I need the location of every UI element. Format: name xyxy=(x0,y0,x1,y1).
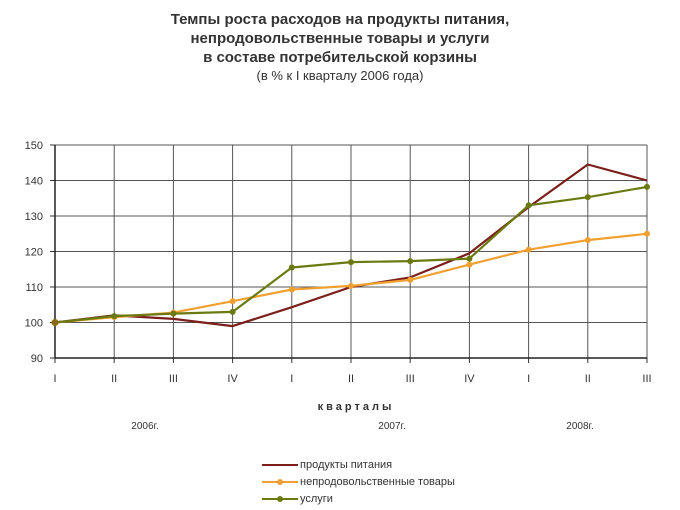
legend: продукты питания непродовольственные тов… xyxy=(262,456,455,507)
data-point-marker xyxy=(584,237,591,244)
y-tick-label: 90 xyxy=(31,353,43,365)
chart-subtitle: (в % к I кварталу 2006 года) xyxy=(256,68,424,83)
data-point-marker xyxy=(111,313,118,320)
title-line-3: в составе потребительской корзины xyxy=(203,49,477,66)
data-point-marker xyxy=(288,264,295,271)
x-tick-label: IV xyxy=(464,373,475,385)
y-tick-label: 120 xyxy=(25,247,43,259)
legend-swatch-nonfood xyxy=(262,477,298,487)
start-point-marker xyxy=(51,319,59,326)
data-point-marker xyxy=(288,286,295,293)
data-point-marker xyxy=(466,261,473,268)
x-tick-label: III xyxy=(169,373,178,385)
year-label: 2006г. xyxy=(131,421,158,432)
data-point-marker xyxy=(348,259,354,266)
y-tick-label: 140 xyxy=(25,176,43,188)
chart-title: Темпы роста расходов на продукты питания… xyxy=(0,10,680,85)
data-point-marker xyxy=(584,194,591,201)
data-point-marker xyxy=(525,202,532,209)
data-point-marker xyxy=(525,246,532,253)
year-label: 2007г. xyxy=(378,421,405,432)
data-point-marker xyxy=(348,282,354,289)
data-point-marker xyxy=(229,298,236,305)
series-lines xyxy=(51,163,650,328)
legend-item-services: услуги xyxy=(262,490,455,507)
year-label: 2008г. xyxy=(566,421,593,432)
data-point-marker xyxy=(644,183,650,190)
x-tick-label: I xyxy=(527,373,530,385)
data-point-marker xyxy=(407,258,414,265)
legend-swatch-services xyxy=(262,494,298,504)
legend-item-nonfood: непродовольственные товары xyxy=(262,473,455,490)
x-tick-label: II xyxy=(348,373,354,385)
grid xyxy=(55,144,648,358)
data-point-marker xyxy=(644,230,650,237)
legend-label-food: продукты питания xyxy=(300,458,393,471)
x-axis-title: кварталы xyxy=(318,401,395,413)
legend-label-services: услуги xyxy=(300,492,333,505)
title-line-2: непродовольственные товары и услуги xyxy=(190,30,490,47)
x-tick-label: III xyxy=(642,373,651,385)
legend-item-food: продукты питания xyxy=(262,456,455,473)
data-point-marker xyxy=(407,276,414,283)
x-tick-label: II xyxy=(111,373,117,385)
x-tick-label: III xyxy=(406,373,415,385)
legend-label-nonfood: непродовольственные товары xyxy=(300,475,455,488)
x-tick-label: I xyxy=(53,373,56,385)
x-tick-label: II xyxy=(585,373,591,385)
data-point-marker xyxy=(170,310,177,317)
title-line-1: Темпы роста расходов на продукты питания… xyxy=(170,11,510,28)
y-tick-label: 150 xyxy=(25,140,43,152)
x-tick-label: IV xyxy=(227,373,238,385)
legend-swatch-food xyxy=(262,460,298,470)
y-tick-label: 100 xyxy=(25,318,43,330)
y-tick-label: 130 xyxy=(25,211,43,223)
y-tick-label: 110 xyxy=(25,282,43,294)
axes xyxy=(50,144,648,363)
data-point-marker xyxy=(229,308,236,315)
x-tick-label: I xyxy=(290,373,293,385)
data-point-marker xyxy=(466,255,473,262)
